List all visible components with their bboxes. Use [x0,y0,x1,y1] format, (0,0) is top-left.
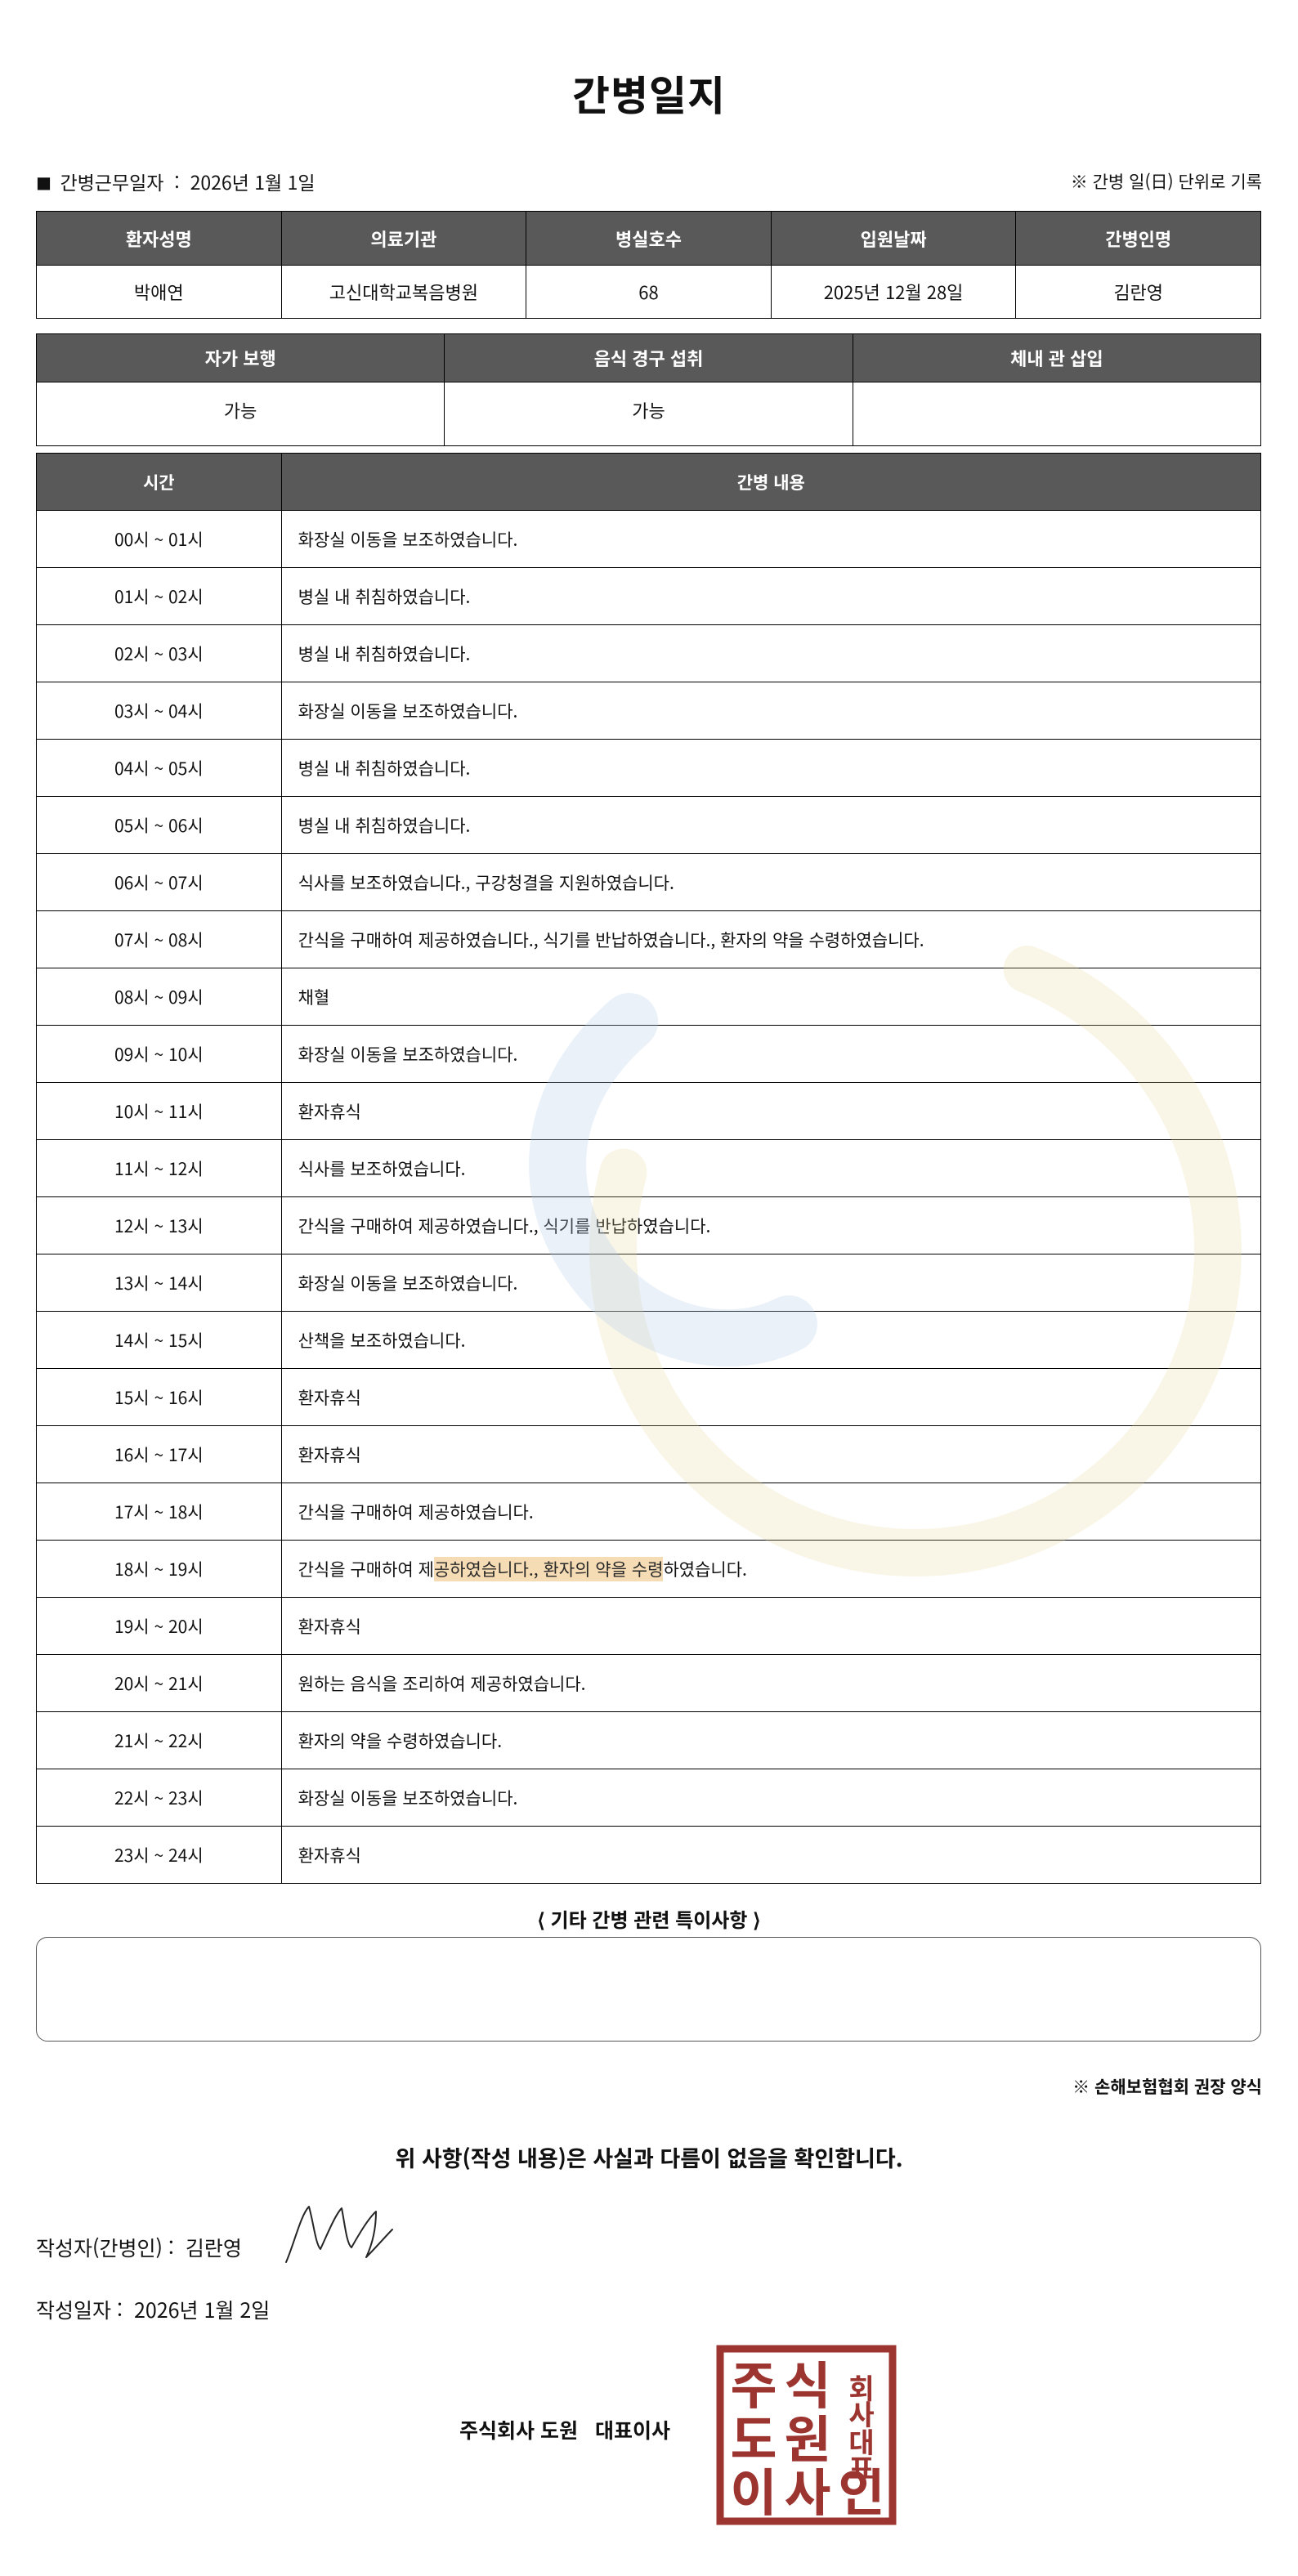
svg-text:인: 인 [838,2452,884,2525]
svg-text:사: 사 [784,2452,830,2525]
svg-text:이: 이 [730,2452,777,2525]
